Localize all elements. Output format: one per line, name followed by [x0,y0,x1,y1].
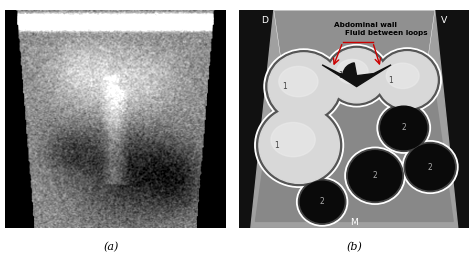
Text: Abdominal wall: Abdominal wall [334,21,397,28]
Circle shape [255,103,344,187]
Circle shape [328,48,385,103]
Text: M: M [350,218,358,227]
Text: 1: 1 [388,75,393,85]
Circle shape [268,53,339,120]
Circle shape [256,105,342,185]
Circle shape [324,45,390,107]
Text: 1: 1 [274,141,279,150]
Text: D: D [261,16,268,25]
Circle shape [402,141,458,193]
Ellipse shape [337,59,368,84]
Text: 2: 2 [373,171,377,180]
Text: 2: 2 [428,162,433,172]
Text: (a): (a) [104,242,119,253]
Circle shape [326,46,388,105]
Circle shape [301,181,344,222]
Circle shape [266,51,342,122]
Polygon shape [292,58,416,74]
Circle shape [381,106,427,150]
Circle shape [377,103,430,153]
Circle shape [299,179,346,224]
Polygon shape [255,74,453,221]
Polygon shape [251,10,458,228]
Circle shape [346,149,403,203]
Circle shape [375,50,439,111]
Text: Fluid between loops: Fluid between loops [345,30,428,36]
Ellipse shape [279,66,318,97]
Text: (b): (b) [346,242,363,253]
Wedge shape [343,63,356,76]
Polygon shape [274,10,435,58]
Circle shape [373,48,441,112]
Circle shape [377,52,437,108]
Ellipse shape [271,122,315,157]
Circle shape [348,151,401,201]
Circle shape [259,107,339,183]
Circle shape [297,178,347,226]
Polygon shape [322,65,391,86]
Text: 2: 2 [401,123,406,132]
Circle shape [406,144,454,190]
Ellipse shape [386,63,419,89]
Circle shape [264,49,344,124]
Circle shape [379,105,428,151]
Circle shape [345,147,405,204]
Text: V: V [441,16,447,25]
Circle shape [404,143,456,192]
Text: 2: 2 [320,197,325,206]
Text: 1: 1 [338,71,343,80]
Text: 1: 1 [282,82,286,91]
